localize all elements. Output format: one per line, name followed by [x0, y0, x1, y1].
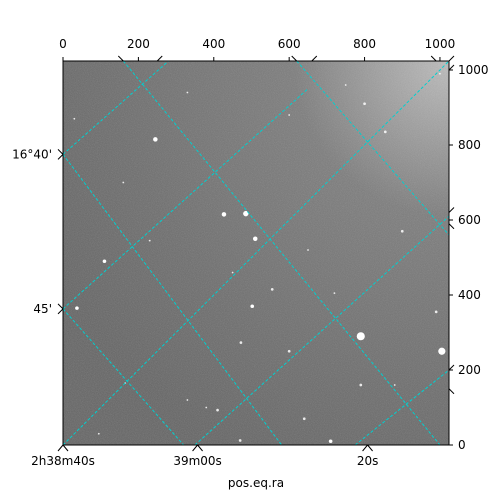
wcs-tick-1	[192, 444, 198, 452]
star-31	[205, 406, 208, 409]
star-26	[307, 249, 309, 251]
top-pixel-axis: 0 200 400 600 800 1000	[59, 37, 455, 61]
star-24	[122, 181, 125, 184]
grid-line-6	[122, 61, 441, 445]
star-3	[252, 236, 258, 241]
wcs-tick-12	[291, 55, 298, 62]
wcs-tick-19	[448, 364, 455, 371]
right-tick-label-4: 800	[458, 138, 481, 152]
wcs-tick-10	[117, 55, 124, 62]
wcs-tick-3	[62, 444, 69, 452]
right-pixel-axis: 0 200 400 600 800 1000	[449, 63, 489, 452]
grid-line-5	[63, 154, 283, 445]
wcs-tick-16	[448, 64, 455, 71]
wcs-tick-13	[311, 55, 318, 62]
ra-tick-label-2: 20s	[357, 454, 379, 468]
star-16	[363, 102, 366, 106]
star-10	[438, 347, 446, 355]
star-27	[148, 239, 151, 242]
star-29	[73, 117, 76, 120]
star-22	[333, 292, 336, 295]
star-9	[356, 332, 365, 341]
star-6	[250, 304, 255, 309]
top-tick-label-4: 800	[353, 37, 376, 51]
star-14	[328, 439, 333, 444]
stars-layer	[73, 72, 446, 444]
top-tick-label-3: 600	[278, 37, 301, 51]
star-5	[75, 306, 79, 310]
star-25	[186, 91, 189, 94]
wcs-tick-15	[448, 55, 455, 62]
grid-line-7	[296, 61, 449, 236]
star-4	[102, 259, 107, 264]
wcs-tick-9	[57, 308, 64, 315]
wcs-tick-17	[448, 207, 455, 213]
star-7	[239, 341, 243, 344]
wcs-tick-0	[57, 444, 64, 452]
coordinate-grid	[63, 61, 449, 445]
star-34	[186, 399, 189, 401]
wcs-tick-5	[362, 444, 368, 452]
dec-tick-label-1: 45'	[33, 302, 52, 316]
star-28	[231, 271, 234, 274]
top-tick-label-2: 400	[202, 37, 225, 51]
star-13	[238, 439, 242, 442]
top-tick-label-5: 1000	[425, 37, 456, 51]
star-20	[434, 310, 438, 314]
wcs-tick-7	[57, 154, 64, 160]
wcs-tick-20	[448, 388, 455, 395]
grid-line-3	[194, 215, 449, 445]
top-tick-label-1: 200	[127, 37, 150, 51]
wcs-tick-11	[156, 55, 163, 62]
grid-line-4	[354, 369, 449, 445]
x-axis-title: pos.eq.ra	[228, 476, 284, 490]
right-tick-label-3: 600	[458, 213, 481, 227]
star-18	[400, 229, 404, 233]
star-11	[359, 383, 363, 387]
star-17	[270, 288, 274, 291]
star-2	[243, 210, 249, 217]
bottom-ra-axis: 2h38m40s 39m00s 20s	[31, 55, 455, 468]
star-8	[287, 349, 291, 353]
left-dec-axis: 16°40' 45'	[12, 147, 52, 316]
star-15	[383, 130, 387, 134]
wcs-tick-18	[448, 223, 455, 230]
star-0	[153, 137, 158, 142]
star-30	[344, 84, 347, 86]
right-tick-label-5: 1000	[458, 63, 489, 77]
star-12	[216, 408, 219, 412]
right-tick-label-0: 0	[458, 438, 466, 452]
wcs-tick-2	[367, 444, 373, 452]
plot-frame	[62, 60, 450, 446]
star-35	[288, 114, 291, 116]
wcs-tick-6	[57, 149, 64, 155]
right-tick-label-2: 400	[458, 288, 481, 302]
star-1	[221, 212, 227, 217]
wcs-tick-8	[57, 303, 64, 310]
dec-tick-label-0: 16°40'	[12, 147, 52, 161]
star-19	[302, 417, 306, 421]
ra-tick-label-1: 39m00s	[173, 454, 221, 468]
ra-tick-label-0: 2h38m40s	[31, 454, 95, 468]
star-32	[393, 384, 396, 386]
wcs-tick-4	[197, 444, 203, 452]
star-23	[439, 72, 441, 75]
wcs-tick-14	[430, 55, 437, 62]
star-33	[97, 432, 100, 435]
grid-line-0	[63, 61, 169, 155]
grid-line-8	[63, 308, 184, 445]
right-tick-label-1: 200	[458, 363, 481, 377]
top-tick-label-0: 0	[59, 37, 67, 51]
